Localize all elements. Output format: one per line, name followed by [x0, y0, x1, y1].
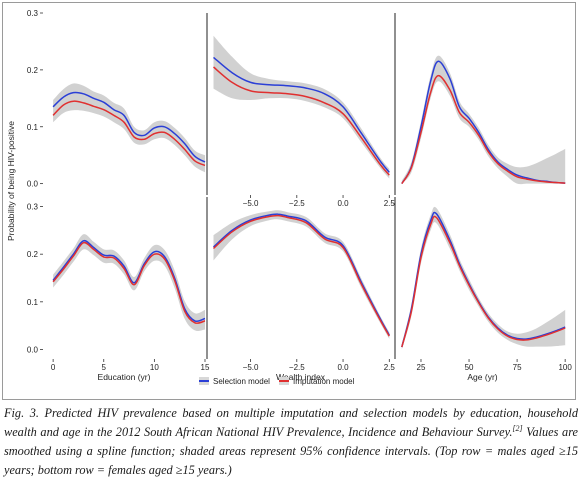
x-tick-label: 100: [558, 363, 572, 372]
y-tick-label: 0.0: [27, 345, 39, 354]
x-axis-label-bottom-middle: Wealth index: [276, 372, 326, 382]
y-tick-label: 0.1: [27, 123, 39, 132]
imputation-model-line-top-left: [52, 100, 206, 167]
y-tick-label: 0.0: [27, 180, 39, 189]
panel-top-middle: −5.0 −2.5 0.0 2.5: [206, 13, 396, 208]
y-axis-label: Probability of being HIV-positive: [6, 121, 16, 241]
x-tick-label: 0.0: [337, 363, 349, 372]
panel-top-right: [394, 13, 566, 195]
caption-reference: [2]: [512, 423, 523, 433]
imputation-model-line-bottom-right: [401, 215, 566, 348]
confidence-band-top-left: [53, 83, 205, 173]
x-tick-label: 5: [102, 363, 107, 372]
y-tick-label: 0.2: [27, 66, 39, 75]
y-tick-label: 0.1: [27, 298, 39, 307]
selection-model-line-top-left: [52, 91, 206, 163]
x-tick-label: 2.5: [384, 363, 396, 372]
selection-model-line-top-middle: [213, 56, 390, 173]
caption-rest: Values are smoothed using a spline funct…: [4, 425, 578, 477]
x-tick-label: −2.5: [289, 199, 305, 208]
x-tick-label: 15: [201, 363, 210, 372]
panels-group: 0.0 0.1 0.2 0.3 −5.0 −2.5 0.0 2.5 0.0 0.1 0.2 0.3 0 5…: [27, 9, 572, 382]
confidence-band-bottom-right: [401, 206, 566, 350]
confidence-band-top-right: [401, 55, 566, 185]
figure-caption: Fig. 3. Predicted HIV prevalence based o…: [4, 404, 578, 480]
y-tick-label: 0.3: [27, 203, 39, 212]
caption-lead: Fig. 3. Predicted HIV prevalence based o…: [4, 406, 578, 439]
x-tick-label: −5.0: [243, 363, 259, 372]
x-tick-label: 75: [513, 363, 522, 372]
panel-bottom-left: 0.0 0.1 0.2 0.3 0 5 10 15 Education (yr): [27, 203, 210, 382]
panel-bottom-middle: −5.0 −2.5 0.0 2.5 Wealth index: [206, 197, 396, 382]
x-tick-label: 50: [465, 363, 474, 372]
x-tick-label: 25: [417, 363, 426, 372]
confidence-band-bottom-left: [53, 234, 205, 332]
y-tick-label: 0.3: [27, 9, 39, 18]
x-axis-label-bottom-right: Age (yr): [467, 372, 497, 382]
chart-panels: Probability of being HIV-positive 0.0 0.1…: [6, 9, 572, 386]
x-tick-label: −2.5: [289, 363, 305, 372]
imputation-model-line-top-right: [401, 74, 566, 185]
x-tick-label: 0.0: [337, 199, 349, 208]
imputation-model-line-bottom-left: [52, 241, 206, 324]
confidence-band-top-middle: [213, 35, 390, 179]
confidence-band-bottom-middle: [213, 210, 390, 339]
panel-top-left: 0.0 0.1 0.2 0.3: [27, 9, 206, 189]
x-tick-label: −5.0: [243, 199, 259, 208]
x-tick-label: 0: [51, 363, 56, 372]
legend-label-selection: Selection model: [213, 377, 270, 386]
y-tick-label: 0.2: [27, 250, 39, 259]
imputation-model-line-top-middle: [213, 66, 390, 176]
x-axis-label-bottom-left: Education (yr): [98, 372, 151, 382]
figure-frame: Probability of being HIV-positive 0.0 0.1…: [2, 2, 576, 400]
legend-label-imputation: Imputation model: [293, 377, 355, 386]
x-tick-label: 2.5: [384, 199, 396, 208]
selection-model-line-bottom-middle: [213, 213, 390, 336]
legend: Selection model Imputation model: [199, 377, 355, 386]
x-tick-label: 10: [150, 363, 159, 372]
imputation-model-line-bottom-middle: [212, 214, 390, 337]
panel-bottom-right: 25 50 75 100 Age (yr): [394, 197, 572, 382]
